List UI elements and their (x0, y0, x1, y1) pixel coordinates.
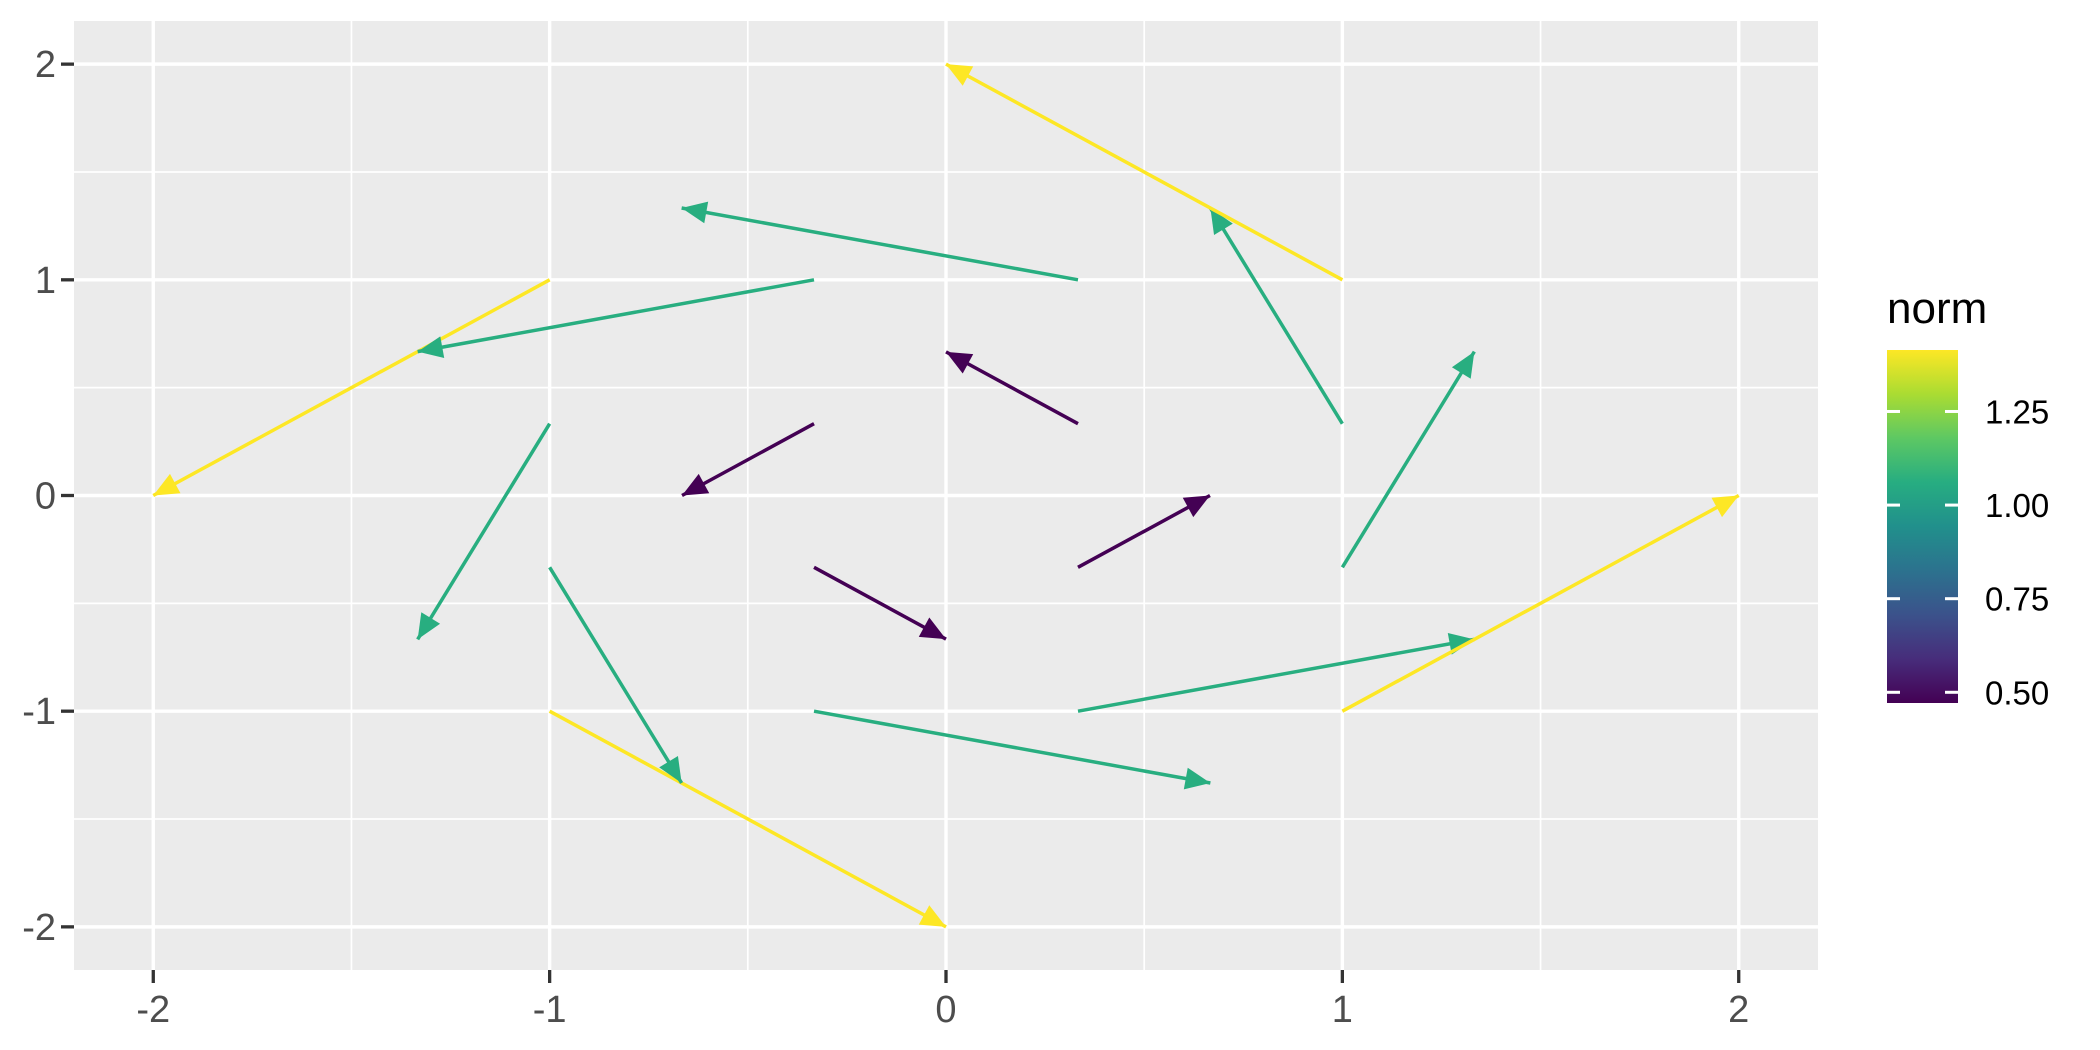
vector-arrows (152, 62, 1740, 929)
vector-arrow (1208, 207, 1344, 425)
arrow-shaft (945, 350, 1079, 426)
y-tick-label: 0 (35, 476, 56, 518)
vector-arrow (813, 565, 947, 641)
legend-title: norm (1887, 284, 1987, 333)
y-tick-label: 2 (35, 44, 56, 86)
vector-arrow (1340, 350, 1476, 569)
y-tick-label: -2 (22, 907, 56, 949)
axes: -2 -1 0 1 2 -2 -1 0 1 2 (22, 44, 1749, 1031)
arrow-head (1451, 351, 1475, 379)
vector-arrow (548, 709, 947, 929)
vector-arrow (945, 350, 1079, 426)
x-tick-label: 0 (935, 989, 956, 1031)
colorbar-tick-label: 1.00 (1985, 487, 2049, 524)
arrow-shaft (548, 566, 684, 784)
vector-arrow (945, 62, 1344, 282)
colorbar-tick-label: 0.50 (1985, 674, 2049, 711)
arrow-shaft (417, 278, 815, 354)
colorbar-tick-label: 0.75 (1985, 581, 2049, 618)
vector-arrow (416, 422, 552, 641)
arrow-head (918, 617, 946, 640)
arrow-head (417, 612, 441, 640)
arrow-head (1182, 495, 1210, 518)
arrow-shaft (681, 422, 815, 498)
arrow-shaft (813, 709, 1211, 785)
colorbar (1887, 350, 1958, 703)
arrow-shaft (1077, 493, 1211, 569)
arrow-head (681, 201, 709, 224)
x-tick-label: 2 (1728, 989, 1749, 1031)
arrow-head (1711, 495, 1739, 518)
arrow-shaft (813, 565, 947, 641)
arrow-head (918, 905, 946, 927)
arrow-shaft (681, 206, 1079, 282)
vector-arrow (681, 201, 1079, 282)
vector-arrow (417, 278, 815, 359)
arrow-shaft (1208, 207, 1344, 425)
arrow-shaft (945, 62, 1344, 282)
arrow-head (417, 336, 445, 359)
colorbar-tick-label: 1.25 (1985, 393, 2049, 430)
x-tick-label: 1 (1332, 989, 1353, 1031)
arrow-head (946, 351, 974, 374)
arrow-head (682, 473, 710, 496)
arrow-shaft (1077, 637, 1475, 713)
x-tick-label: -1 (533, 989, 567, 1031)
arrow-head (153, 473, 181, 496)
vector-arrow (681, 422, 815, 498)
arrow-shaft (416, 422, 552, 641)
arrow-shaft (1340, 350, 1476, 569)
colorbar-legend: norm 0.50 0.75 1.00 1.25 (1887, 284, 2049, 711)
y-tick-label: -1 (22, 691, 56, 733)
arrow-head (1210, 207, 1233, 236)
vector-arrow (813, 709, 1211, 790)
vector-arrow (152, 278, 551, 498)
arrow-head (946, 64, 974, 86)
arrow-head (659, 755, 682, 784)
y-tick-label: 1 (35, 260, 56, 302)
vector-arrow (548, 566, 684, 784)
arrow-shaft (1341, 493, 1740, 713)
arrow-shaft (152, 278, 551, 498)
arrow-head (1183, 767, 1211, 790)
vector-arrow (1077, 493, 1211, 569)
arrow-shaft (548, 709, 947, 929)
x-tick-label: -2 (136, 989, 170, 1031)
vector-arrow (1341, 493, 1740, 713)
